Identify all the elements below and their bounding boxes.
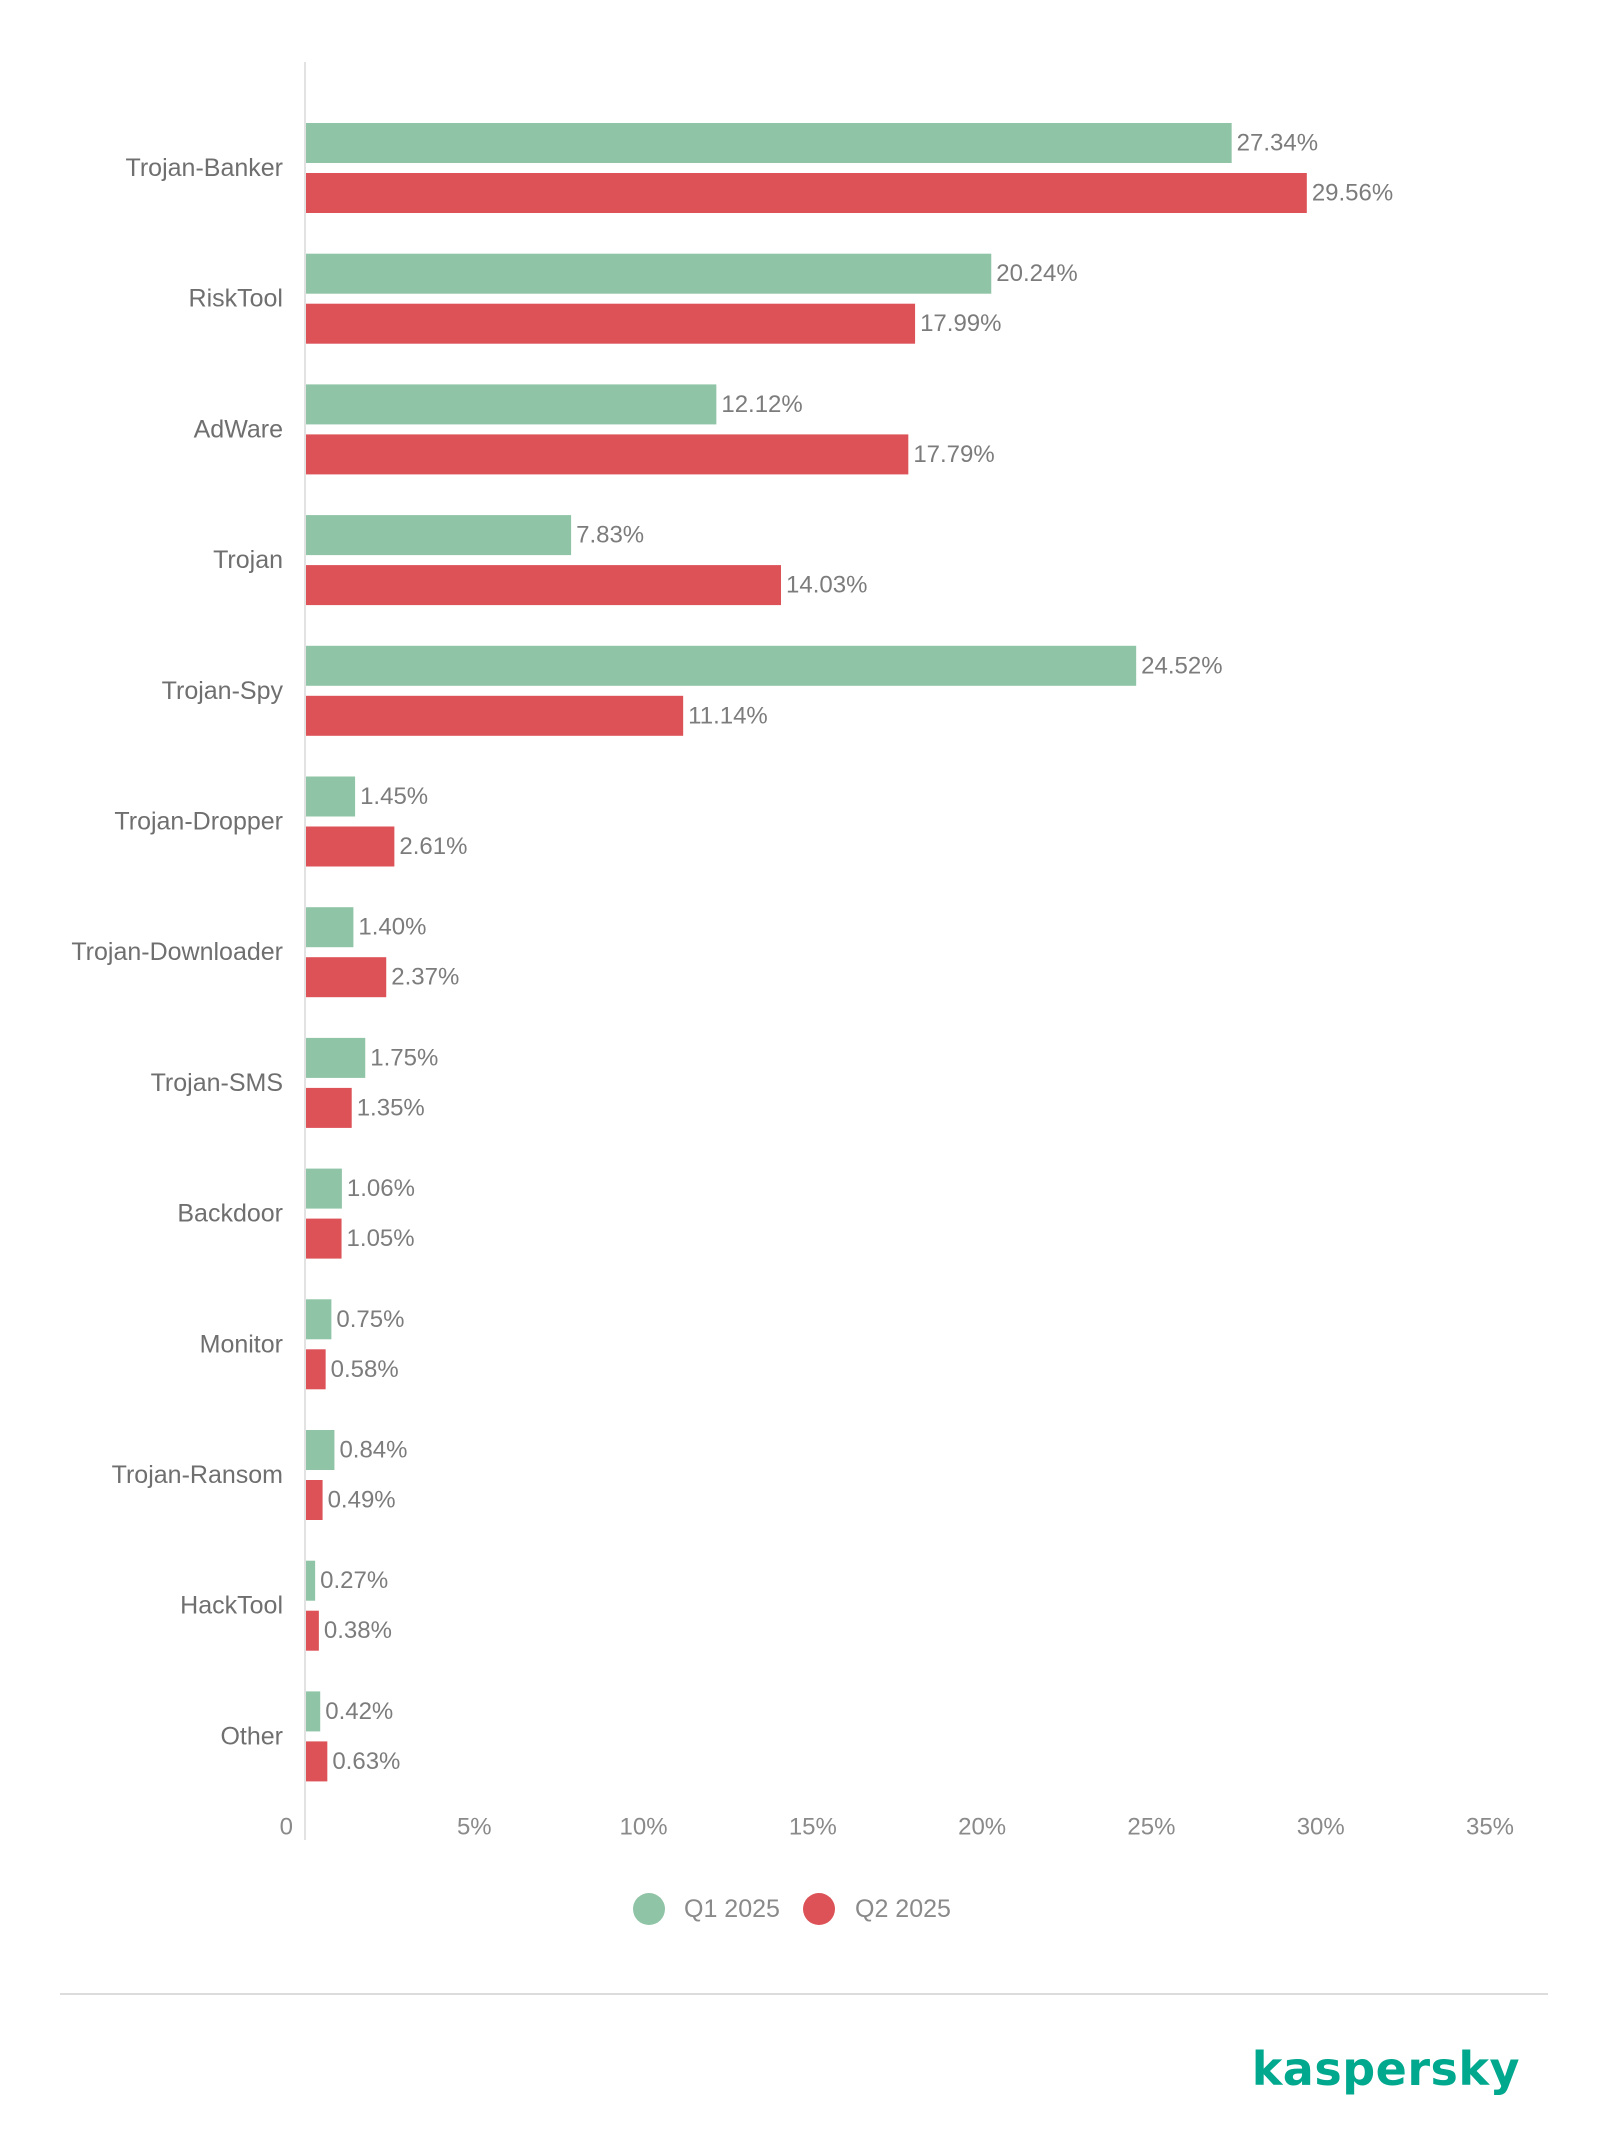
bar-value-label: 0.84% — [339, 1437, 407, 1464]
bar-q1 — [306, 515, 572, 556]
bar-q2 — [306, 434, 909, 475]
bar-value-label: 0.42% — [325, 1698, 393, 1725]
bars — [306, 123, 1307, 1782]
bar-value-label: 1.35% — [357, 1094, 425, 1121]
bar-chart: Trojan-Banker RiskTool AdWare Trojan Trojan-… — [71, 62, 1514, 1925]
bar-q2 — [306, 565, 782, 606]
bar-q2 — [306, 1480, 323, 1520]
bar-q1 — [306, 1037, 366, 1078]
x-tick-label: 25% — [1127, 1814, 1175, 1841]
x-tick-label: 15% — [789, 1814, 837, 1841]
category-label: RiskTool — [189, 285, 283, 313]
category-label: AdWare — [194, 415, 283, 443]
bar-q2 — [306, 173, 1307, 213]
bar-value-label: 20.24% — [996, 260, 1077, 287]
category-label: Trojan-Banker — [126, 154, 283, 182]
x-tick-label: 35% — [1466, 1814, 1514, 1841]
bar-q1 — [306, 907, 354, 948]
bar-q1 — [306, 123, 1232, 163]
kaspersky-logo: kaspersky — [1251, 2042, 1520, 2096]
x-tick-label: 30% — [1297, 1814, 1345, 1841]
legend: Q1 2025 Q2 2025 — [633, 1893, 951, 1925]
bar-q1 — [306, 1430, 335, 1470]
bar-value-label: 0.58% — [331, 1356, 399, 1383]
category-label: Trojan-Ransom — [112, 1461, 283, 1489]
bar-value-label: 29.56% — [1312, 180, 1393, 207]
bar-q1 — [306, 645, 1137, 686]
bar-q2 — [306, 1610, 319, 1651]
legend-label: Q2 2025 — [855, 1895, 951, 1923]
x-tick-label: 10% — [620, 1814, 668, 1841]
bar-q1 — [306, 1691, 321, 1732]
category-label: Monitor — [200, 1330, 283, 1358]
category-label: Trojan-Downloader — [71, 938, 283, 966]
bar-q2 — [306, 957, 387, 998]
bar-value-label: 14.03% — [786, 572, 867, 599]
bar-q2 — [306, 1087, 352, 1128]
bar-q2 — [306, 1218, 342, 1259]
bar-value-label: 17.79% — [913, 441, 994, 468]
bar-value-label: 0.49% — [328, 1487, 396, 1514]
bar-value-label: 0.63% — [332, 1748, 400, 1775]
bar-q2 — [306, 1741, 328, 1782]
bar-value-label: 0.27% — [320, 1567, 388, 1594]
bar-q2 — [306, 826, 395, 867]
category-label: Other — [220, 1722, 283, 1750]
bar-value-label: 12.12% — [721, 391, 802, 418]
bar-q2 — [306, 303, 916, 344]
bar-q1 — [306, 384, 717, 425]
x-tick-label: 5% — [457, 1814, 492, 1841]
bar-q2 — [306, 695, 684, 736]
x-tick-label: 20% — [958, 1814, 1006, 1841]
bar-value-label: 1.45% — [360, 783, 428, 810]
bar-value-label: 1.75% — [370, 1044, 438, 1071]
bar-value-label: 0.75% — [336, 1306, 404, 1333]
bar-value-label: 27.34% — [1237, 130, 1318, 157]
category-label: Trojan-SMS — [151, 1069, 283, 1097]
value-labels: 27.34% 29.56% 20.24% 17.99% 12.12% 17.79% 7.83… — [320, 130, 1393, 1775]
bar-q2 — [306, 1349, 326, 1390]
bar-q1 — [306, 1299, 332, 1340]
bar-q1 — [306, 1168, 342, 1209]
bar-value-label: 17.99% — [920, 310, 1001, 337]
x-tick-label: 0 — [280, 1814, 293, 1841]
bar-value-label: 0.38% — [324, 1617, 392, 1644]
category-label: Trojan-Dropper — [114, 808, 283, 836]
category-label: Trojan — [213, 546, 283, 574]
category-label: HackTool — [180, 1592, 283, 1620]
legend-swatch — [633, 1893, 665, 1925]
legend-swatch — [803, 1893, 835, 1925]
bar-value-label: 2.37% — [391, 964, 459, 991]
bar-value-label: 7.83% — [576, 522, 644, 549]
bar-q1 — [306, 776, 356, 817]
bar-q1 — [306, 1560, 316, 1601]
legend-label: Q1 2025 — [684, 1895, 780, 1923]
bar-value-label: 2.61% — [399, 833, 467, 860]
bar-value-label: 1.05% — [347, 1225, 415, 1252]
x-axis-tick-labels: 0 5% 10% 15% 20% 25% 30% 35% — [280, 1814, 1514, 1841]
footer-divider — [60, 1993, 1548, 1995]
bar-value-label: 1.40% — [358, 914, 426, 941]
bar-q1 — [306, 253, 992, 294]
category-labels: Trojan-Banker RiskTool AdWare Trojan Trojan-… — [71, 154, 283, 1750]
bar-value-label: 24.52% — [1141, 652, 1222, 679]
category-label: Backdoor — [177, 1200, 283, 1228]
category-label: Trojan-Spy — [162, 677, 284, 705]
bar-value-label: 1.06% — [347, 1175, 415, 1202]
bar-value-label: 11.14% — [688, 702, 768, 729]
